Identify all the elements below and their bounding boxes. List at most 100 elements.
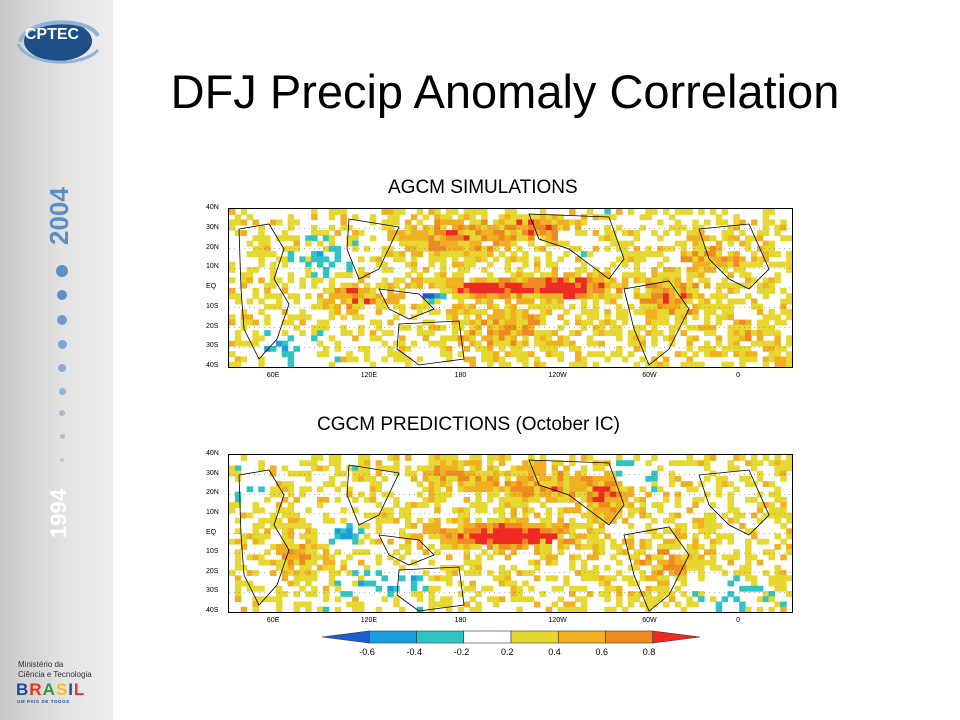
field-cell <box>487 596 494 603</box>
field-cell <box>569 245 576 252</box>
field-cell <box>440 533 447 540</box>
field-cell <box>334 303 342 310</box>
field-cell <box>504 455 512 461</box>
field-cell <box>258 256 265 263</box>
field-cell <box>715 240 723 247</box>
field-cell <box>311 528 318 535</box>
field-cell <box>328 288 336 294</box>
field-cell <box>393 460 400 467</box>
field-cell <box>328 293 336 300</box>
field-cell <box>528 330 535 336</box>
field-cell <box>774 224 781 231</box>
field-cell <box>586 538 594 545</box>
field-cell <box>363 496 371 503</box>
field-cell <box>563 335 570 342</box>
field-cell <box>457 303 465 310</box>
field-cell <box>352 538 359 545</box>
field-cell <box>334 465 342 472</box>
field-cell <box>715 314 723 321</box>
field-cell <box>580 601 588 608</box>
field-cell <box>645 251 652 257</box>
field-cell <box>492 507 500 514</box>
field-cell <box>733 345 740 352</box>
field-cell <box>258 240 265 247</box>
field-cell <box>692 601 699 608</box>
field-cell <box>780 570 787 576</box>
field-cell <box>352 356 359 363</box>
field-cell <box>563 601 570 608</box>
field-cell <box>704 460 711 467</box>
field-cell <box>569 486 576 493</box>
field-cell <box>481 309 488 315</box>
field-cell <box>311 335 318 342</box>
field-cell <box>434 245 441 252</box>
field-cell <box>252 538 259 545</box>
field-cell <box>750 298 758 305</box>
field-cell <box>604 288 611 294</box>
field-cell <box>557 528 564 535</box>
field-cell <box>604 591 611 597</box>
field-cell <box>586 314 594 321</box>
field-cell <box>475 256 482 263</box>
field-cell <box>651 361 658 367</box>
field-cell <box>428 533 435 540</box>
field-cell <box>258 517 265 524</box>
field-cell <box>234 335 242 342</box>
field-cell <box>768 240 775 247</box>
field-cell <box>358 523 365 529</box>
field-cell <box>440 240 447 247</box>
field-cell <box>428 491 435 498</box>
field-cell <box>240 282 248 289</box>
field-cell <box>516 470 523 477</box>
field-cell <box>316 240 324 247</box>
field-cell <box>434 528 441 535</box>
field-cell <box>563 340 570 347</box>
field-cell <box>639 507 646 514</box>
field-cell <box>504 496 512 503</box>
field-cell <box>469 240 476 247</box>
field-cell <box>375 486 383 493</box>
field-cell <box>322 559 330 566</box>
field-cell <box>328 361 336 367</box>
field-cell <box>557 335 564 342</box>
field-cell <box>516 496 523 503</box>
field-cell <box>680 523 688 529</box>
field-cell <box>410 266 418 273</box>
field-cell <box>780 585 787 592</box>
field-cell <box>328 214 336 221</box>
field-cell <box>539 361 547 367</box>
field-cell <box>463 309 471 315</box>
field-cell <box>299 277 306 284</box>
field-cell <box>498 538 506 545</box>
field-cell <box>727 230 734 236</box>
field-cell <box>504 528 512 535</box>
field-cell <box>668 298 676 305</box>
field-cell <box>504 340 512 347</box>
field-cell <box>674 266 682 273</box>
field-cell <box>234 214 242 221</box>
field-cell <box>510 538 517 545</box>
field-cell <box>504 245 512 252</box>
field-cell <box>621 256 629 263</box>
field-cell <box>563 219 570 226</box>
field-cell <box>475 340 482 347</box>
field-cell <box>727 491 734 498</box>
field-cell <box>287 517 295 524</box>
field-cell <box>633 345 641 352</box>
field-cell <box>457 460 465 467</box>
field-cell <box>563 465 570 472</box>
field-cell <box>381 465 388 472</box>
field-cell <box>627 543 635 550</box>
field-cell <box>786 356 792 363</box>
field-cell <box>610 496 617 503</box>
field-cell <box>750 251 758 257</box>
field-cell <box>522 261 529 268</box>
field-cell <box>522 219 529 226</box>
field-cell <box>316 455 324 461</box>
field-cell <box>340 533 347 540</box>
field-cell <box>387 298 394 305</box>
field-cell <box>504 335 512 342</box>
field-cell <box>399 507 406 514</box>
colorbar-label: 0.4 <box>548 647 561 657</box>
field-cell <box>469 465 476 472</box>
